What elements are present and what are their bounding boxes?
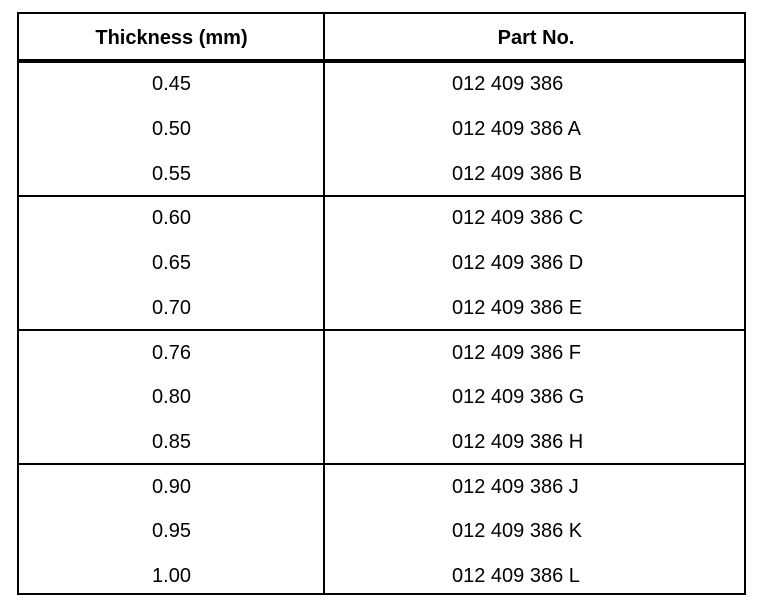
thickness: 0.55	[152, 162, 191, 185]
part-number: 012 409 386 A	[452, 118, 582, 141]
thickness: 0.50	[152, 118, 191, 141]
header-cell: Thickness (mm)	[95, 27, 248, 49]
thickness: 0.95	[152, 520, 191, 543]
part-number: 012 409 386 J	[452, 475, 579, 498]
part-number: 012 409 386 H	[452, 430, 584, 453]
part-number: 012 409 386 C	[452, 207, 584, 230]
thickness: 0.45	[152, 73, 191, 96]
group-rule	[19, 329, 744, 332]
thickness: 0.65	[152, 252, 191, 275]
header-rule	[19, 59, 744, 63]
thickness: 0.80	[152, 386, 191, 409]
part-number: 012 409 386 B	[452, 162, 583, 185]
thickness: 1.00	[152, 565, 191, 588]
group-rule	[19, 195, 744, 198]
part-number: 012 409 386	[452, 73, 564, 96]
header-cell: Part No.	[497, 27, 575, 49]
thickness: 0.70	[152, 296, 191, 319]
column-divider	[323, 14, 325, 593]
thickness: 0.76	[152, 341, 191, 364]
group-rule	[19, 463, 744, 466]
part-number: 012 409 386 G	[452, 386, 585, 409]
thickness: 0.90	[152, 475, 191, 498]
part-number: 012 409 386 D	[452, 252, 584, 275]
thickness: 0.85	[152, 430, 191, 453]
thickness: 0.60	[152, 207, 191, 230]
part-number: 012 409 386 K	[452, 520, 583, 543]
part-number: 012 409 386 F	[452, 341, 581, 364]
part-number: 012 409 386 L	[452, 565, 580, 588]
parts-table: Thickness (mm) Part No. 0.45 012 409 386 0…	[17, 12, 746, 595]
part-number: 012 409 386 E	[452, 296, 583, 319]
